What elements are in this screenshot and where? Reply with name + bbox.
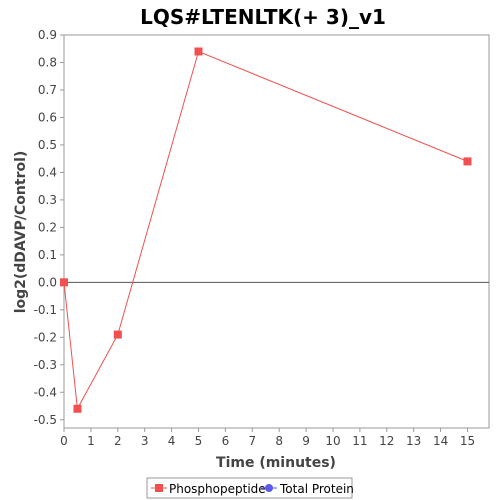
x-tick-label: 13 [406, 434, 421, 448]
y-tick-label: -0.5 [34, 413, 57, 427]
x-tick-label: 6 [222, 434, 230, 448]
x-tick-label: 14 [433, 434, 448, 448]
data-point [463, 157, 472, 166]
legend-box [146, 477, 353, 499]
x-tick-label: 0 [60, 434, 68, 448]
x-tick-label: 5 [195, 434, 203, 448]
legend-total-label: Total Protein [279, 482, 354, 496]
legend: Phosphopeptide Total Protein [146, 477, 354, 499]
x-axis-label: Time (minutes) [216, 455, 336, 471]
y-axis-label: log2(dDAVP/Control) [13, 151, 29, 314]
legend-phospho-marker [155, 484, 163, 492]
x-tick-label: 12 [379, 434, 394, 448]
y-tick-label: 0.3 [38, 193, 57, 207]
legend-phospho-label: Phosphopeptide [169, 482, 266, 496]
x-tick-label: 2 [114, 434, 122, 448]
legend-total-marker [265, 484, 273, 492]
x-tick-label: 7 [248, 434, 256, 448]
data-point [194, 47, 203, 56]
x-tick-label: 3 [141, 434, 149, 448]
x-tick-label: 8 [275, 434, 283, 448]
y-tick-label: 0.7 [38, 83, 57, 97]
y-tick-label: -0.3 [34, 358, 57, 372]
y-tick-label: 0.9 [38, 28, 57, 42]
y-tick-label: 0.6 [38, 110, 57, 124]
x-tick-label: 15 [460, 434, 475, 448]
y-axis-ticks: 0.9 0.8 0.7 0.6 0.5 0.4 0.3 0.2 0.1 0.0 -0.1 -0.2 -0… [34, 28, 64, 427]
x-tick-label: 11 [352, 434, 367, 448]
plot-area [63, 34, 490, 429]
y-tick-label: 0.0 [38, 275, 57, 289]
y-tick-label: -0.1 [34, 303, 57, 317]
data-point [113, 330, 122, 339]
y-tick-label: 0.4 [38, 165, 57, 179]
x-tick-label: 4 [168, 434, 176, 448]
y-tick-label: 0.5 [38, 138, 57, 152]
data-point [60, 278, 68, 287]
x-tick-label: 1 [87, 434, 95, 448]
y-tick-label: 0.8 [38, 55, 57, 69]
x-axis-ticks: 0 1 2 3 4 5 6 7 8 9 10 11 12 13 14 15 [60, 428, 475, 448]
data-point [73, 404, 82, 413]
y-tick-label: 0.1 [38, 248, 57, 262]
x-tick-label: 9 [302, 434, 310, 448]
x-tick-label: 10 [325, 434, 340, 448]
y-tick-label: -0.4 [34, 385, 57, 399]
series-layer [60, 47, 472, 413]
y-tick-label: 0.2 [38, 220, 57, 234]
y-tick-label: -0.2 [34, 330, 57, 344]
chart-title: LQS#LTENLTK(+ 3)_v1 [140, 5, 386, 29]
